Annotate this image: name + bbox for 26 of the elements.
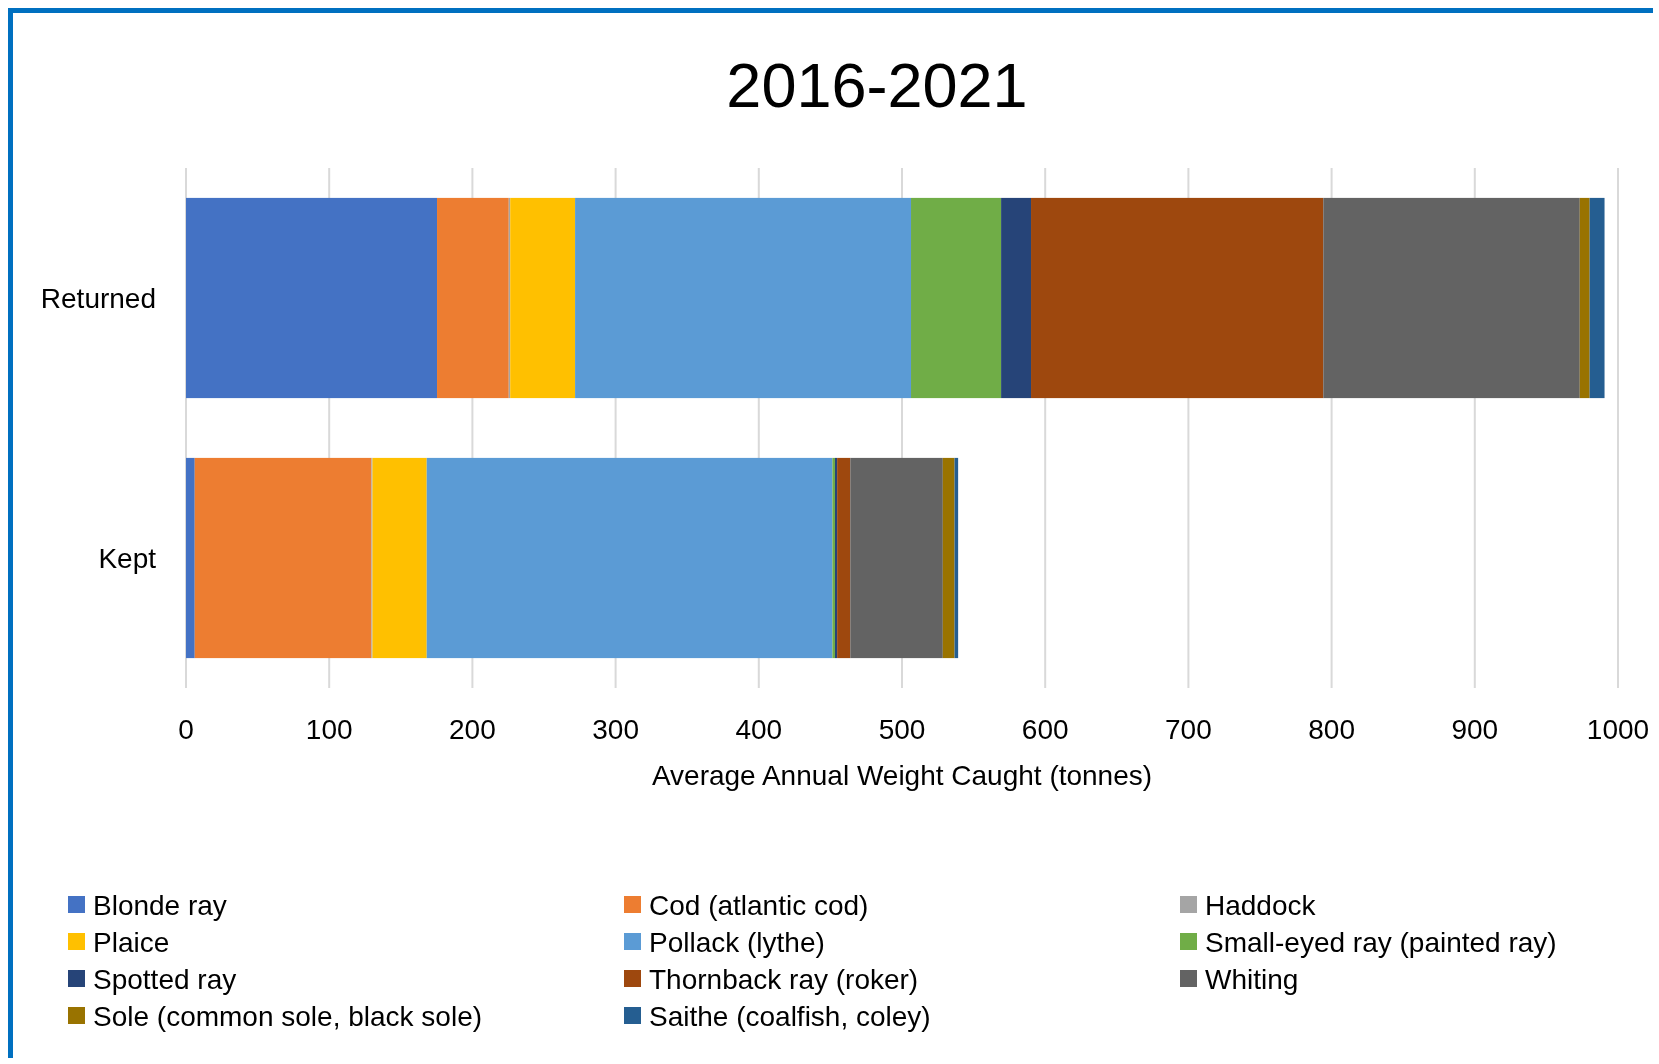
x-tick-label: 100 [305,713,353,745]
x-tick-label: 600 [1021,713,1069,745]
x-tick-label: 200 [449,713,496,745]
x-axis-title: Average Annual Weight Caught (tonnes) [651,759,1153,791]
legend-label: Small-eyed ray (painted ray) [1205,926,1557,958]
x-tick-label: 800 [1308,713,1355,745]
y-tick-label: Returned [40,282,156,314]
x-tick-label: 400 [735,713,783,745]
legend-label: Whiting [1205,963,1299,995]
x-tick-label: 300 [592,713,639,745]
legend-label: Sole (common sole, black sole) [93,1000,483,1032]
x-tick-label: 0 [178,713,194,745]
y-tick-label: Kept [98,542,157,574]
legend-label: Spotted ray [93,963,237,995]
legend-label: Blonde ray [93,889,227,921]
legend-label: Cod (atlantic cod) [649,889,869,921]
x-tick-label: 500 [878,713,926,745]
x-tick-label: 1000 [1586,713,1650,745]
chart-title: 2016-2021 [726,50,1028,120]
legend-label: Pollack (lythe) [649,926,825,958]
x-tick-label: 900 [1451,713,1499,745]
legend-label: Thornback ray (roker) [649,963,919,995]
x-tick-label: 700 [1165,713,1212,745]
legend-label: Plaice [93,926,170,958]
legend-label: Saithe (coalfish, coley) [649,1000,931,1032]
legend-label: Haddock [1205,889,1317,921]
